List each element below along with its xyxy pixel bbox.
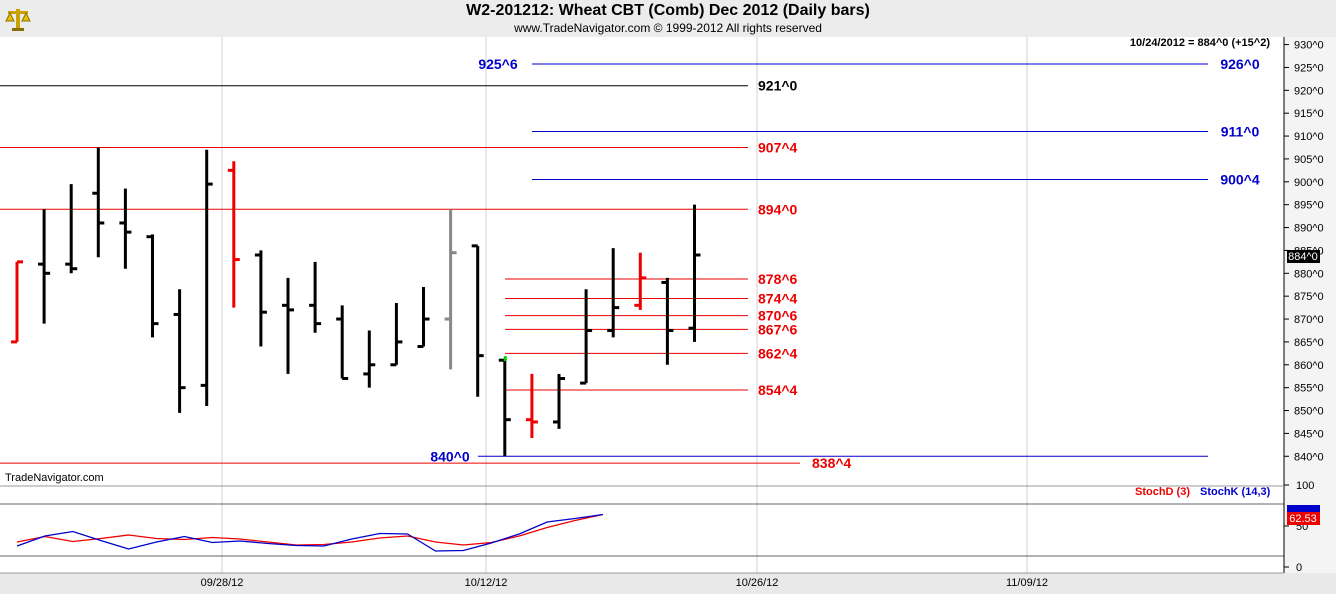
stoch-plot-area [0, 498, 1284, 573]
ohlc-bar [173, 289, 186, 413]
level-label-862-4: 862^4 [758, 345, 798, 361]
svg-text:62.53: 62.53 [1289, 513, 1317, 525]
level-label-854-4: 854^4 [758, 382, 798, 398]
ohlc-bar [309, 261, 322, 333]
chart-title: W2-201212: Wheat CBT (Comb) Dec 2012 (Da… [466, 2, 870, 19]
y-tick-label: 910^0 [1294, 131, 1324, 143]
level-label-878-6: 878^6 [758, 271, 798, 287]
y-tick-label: 895^0 [1294, 200, 1324, 212]
level-label-925-6: 925^6 [478, 56, 518, 72]
y-tick-label: 920^0 [1294, 85, 1324, 97]
ohlc-bar [390, 303, 403, 367]
svg-text:884^0: 884^0 [1288, 251, 1318, 263]
y-tick-label: 925^0 [1294, 62, 1324, 74]
level-label-900-4: 900^4 [1220, 172, 1260, 188]
ohlc-bar [471, 244, 484, 397]
ohlc-bar [11, 260, 23, 344]
ohlc-bar [688, 204, 701, 342]
grid-layer [221, 37, 1028, 573]
level-label-926-0: 926^0 [1220, 56, 1260, 72]
y-tick-label: 900^0 [1294, 177, 1324, 189]
x-tick-label: 10/12/12 [465, 577, 508, 589]
ohlc-bar [146, 234, 159, 338]
y-tick-label: 875^0 [1294, 291, 1324, 303]
stochk-legend: StochK (14,3) [1200, 486, 1271, 498]
level-label-840-0: 840^0 [430, 448, 470, 464]
stoch-value-tag: 62.53 [1287, 505, 1320, 525]
level-label-907-4: 907^4 [758, 140, 798, 156]
ohlc-bar [38, 209, 51, 324]
stochd-legend: StochD (3) [1135, 486, 1190, 498]
stoch-axis-panel [1284, 486, 1336, 573]
ohlc-bar [363, 330, 376, 388]
x-tick-label: 09/28/12 [201, 577, 244, 589]
signal-marker [503, 356, 507, 362]
y-tick-label: 915^0 [1294, 108, 1324, 120]
ohlc-bar [92, 147, 105, 258]
watermark: TradeNavigator.com [5, 472, 104, 484]
ohlc-bar [444, 209, 457, 370]
stoch-tick-label: 0 [1296, 562, 1302, 574]
ohlc-bar [634, 252, 647, 310]
level-label-838-4: 838^4 [812, 455, 852, 471]
y-tick-label: 845^0 [1294, 428, 1324, 440]
ohlc-bar [65, 184, 78, 274]
series-stochd [16, 513, 604, 546]
price-readout: 10/24/2012 = 884^0 (+15^2) [1130, 37, 1270, 49]
stoch-tick-label: 100 [1296, 480, 1314, 492]
ohlc-bar [580, 289, 593, 385]
ohlc-bar [525, 373, 538, 438]
level-label-911-0: 911^0 [1221, 123, 1260, 139]
y-tick-label: 905^0 [1294, 154, 1324, 166]
y-tick-label: 930^0 [1294, 40, 1324, 52]
price-bars [11, 147, 701, 457]
x-tick-label: 11/09/12 [1006, 577, 1048, 589]
scales-logo-icon [3, 3, 33, 33]
y-tick-label: 880^0 [1294, 268, 1324, 280]
ohlc-bar [417, 287, 430, 348]
x-tick-label: 10/26/12 [736, 577, 779, 589]
ohlc-bar [553, 373, 565, 429]
ohlc-bar [254, 250, 267, 347]
chart-header: W2-201212: Wheat CBT (Comb) Dec 2012 (Da… [0, 0, 1336, 37]
level-label-874-4: 874^4 [758, 290, 798, 306]
stochastic-lines [0, 503, 1284, 557]
y-tick-label: 855^0 [1294, 383, 1324, 395]
copyright-text: www.TradeNavigator.com © 1999-2012 All r… [514, 21, 822, 35]
level-label-870-6: 870^6 [758, 308, 798, 324]
ohlc-bar [336, 305, 349, 381]
y-tick-label: 850^0 [1294, 406, 1324, 418]
y-tick-label: 865^0 [1294, 337, 1324, 349]
ohlc-bar [227, 161, 240, 308]
level-label-867-6: 867^6 [758, 321, 798, 337]
level-label-921-0: 921^0 [758, 78, 798, 94]
series-stochk [16, 513, 603, 552]
ohlc-bar [607, 248, 620, 338]
level-lines: 925^6 926^0 921^0 911^0 907^4 900^4 894^0 878^6… [0, 56, 1260, 471]
last-price-tag: 884^0 [1287, 250, 1320, 263]
ohlc-bar [282, 277, 294, 374]
price-plot-area [0, 37, 1284, 486]
y-tick-label: 870^0 [1294, 314, 1324, 326]
axes: 09/28/12 10/12/12 10/26/12 11/09/12 840^0 845… [0, 37, 1324, 589]
ohlc-bar [661, 277, 674, 365]
y-tick-label: 860^0 [1294, 360, 1324, 372]
y-tick-label: 840^0 [1294, 451, 1324, 463]
y-tick-label: 890^0 [1294, 223, 1324, 235]
ohlc-bar [200, 149, 213, 406]
ohlc-bar [119, 188, 132, 269]
indicator-legend-strip [0, 486, 1284, 498]
level-label-894-0: 894^0 [758, 201, 798, 217]
